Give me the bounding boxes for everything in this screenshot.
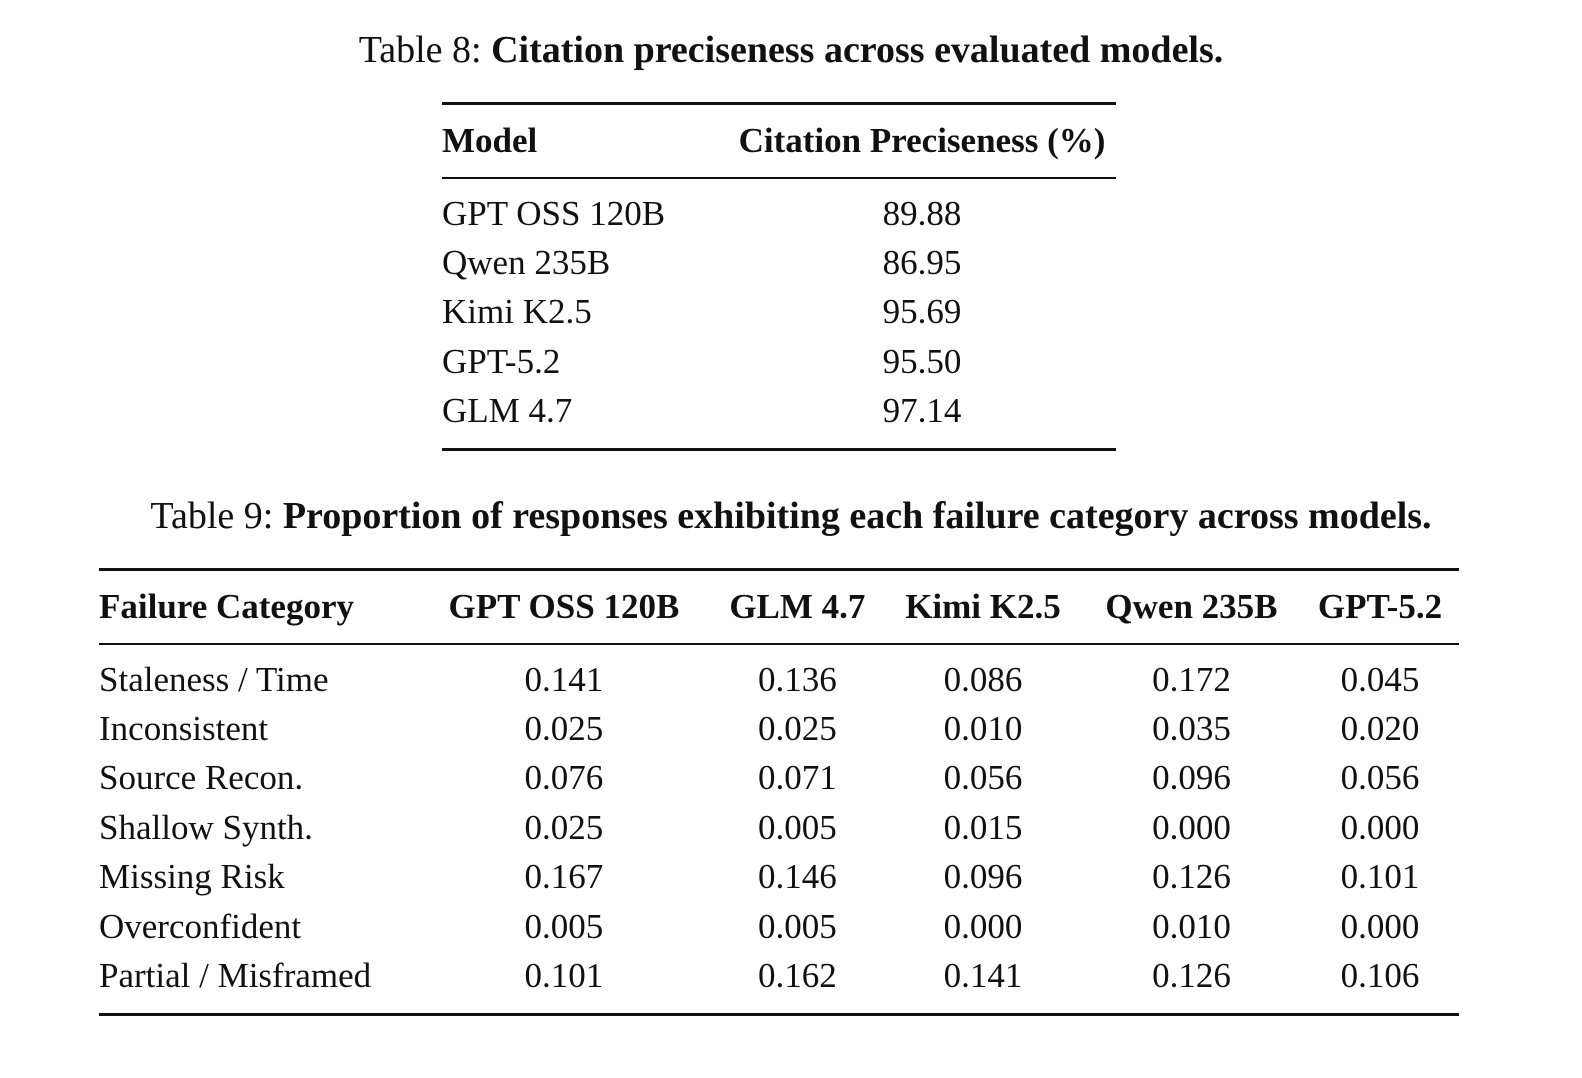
proportion-value: 0.167: [524, 857, 604, 897]
failure-category: Partial / Misframed: [99, 956, 372, 996]
citation-preciseness-table: Model Citation Preciseness (%) GPT OSS 1…: [442, 102, 1116, 451]
proportion-value: 0.000: [1152, 807, 1231, 847]
proportion-value: 0.020: [1340, 709, 1420, 749]
preciseness-value: 86.95: [882, 243, 962, 283]
proportion-value: 0.010: [943, 709, 1023, 749]
preciseness-value: 95.69: [882, 292, 962, 332]
proportion-value: 0.096: [943, 857, 1023, 897]
proportion-value: 0.025: [524, 709, 604, 749]
proportion-value: 0.096: [1152, 758, 1231, 798]
table-row: Shallow Synth. 0.025 0.005 0.015 0.000 0…: [99, 803, 1459, 852]
table9-label: Table 9:: [150, 495, 274, 537]
model-name: Qwen 235B: [442, 243, 611, 283]
failure-category: Source Recon.: [99, 758, 304, 798]
failure-category: Overconfident: [99, 906, 302, 946]
model-name: GPT-5.2: [442, 341, 561, 381]
proportion-value: 0.025: [524, 807, 604, 847]
failure-category: Shallow Synth.: [99, 807, 313, 847]
proportion-value: 0.015: [943, 807, 1023, 847]
proportion-value: 0.101: [1340, 857, 1420, 897]
proportion-value: 0.000: [1340, 807, 1420, 847]
model-name: GPT OSS 120B: [442, 193, 666, 233]
table-row: Partial / Misframed 0.101 0.162 0.141 0.…: [99, 951, 1459, 1014]
proportion-value: 0.025: [758, 709, 837, 749]
table9-header-model: Kimi K2.5: [883, 569, 1082, 645]
table9-title: Proportion of responses exhibiting each …: [282, 495, 1432, 537]
table-row: Missing Risk 0.167 0.146 0.096 0.126 0.1…: [99, 853, 1459, 902]
proportion-value: 0.005: [758, 807, 837, 847]
proportion-value: 0.101: [524, 956, 604, 996]
proportion-value: 0.126: [1152, 956, 1231, 996]
proportion-value: 0.045: [1340, 659, 1420, 699]
table-row: GPT OSS 120B 89.88: [442, 178, 1116, 238]
table8-header-model: Model: [442, 103, 728, 179]
proportion-value: 0.172: [1152, 659, 1231, 699]
proportion-value: 0.000: [943, 906, 1023, 946]
table9-caption: Table 9: Proportion of responses exhibit…: [0, 494, 1582, 538]
table-row: Overconfident 0.005 0.005 0.000 0.010 0.…: [99, 902, 1459, 951]
table9-header-model: Qwen 235B: [1081, 569, 1301, 645]
proportion-value: 0.005: [758, 906, 837, 946]
proportion-value: 0.086: [943, 659, 1023, 699]
table8-caption: Table 8: Citation preciseness across eva…: [0, 28, 1582, 72]
table9-header-category: Failure Category: [99, 569, 417, 645]
preciseness-value: 95.50: [882, 341, 962, 381]
proportion-value: 0.056: [943, 758, 1023, 798]
proportion-value: 0.071: [758, 758, 837, 798]
proportion-value: 0.000: [1340, 906, 1420, 946]
table-row: Inconsistent 0.025 0.025 0.010 0.035 0.0…: [99, 704, 1459, 753]
table8-header-preciseness: Citation Preciseness (%): [728, 103, 1116, 179]
proportion-value: 0.076: [524, 758, 604, 798]
table9-header-model: GLM 4.7: [710, 569, 884, 645]
proportion-value: 0.056: [1340, 758, 1420, 798]
failure-category: Missing Risk: [99, 857, 285, 897]
table-row: Qwen 235B 86.95: [442, 238, 1116, 287]
model-name: GLM 4.7: [442, 391, 573, 431]
preciseness-value: 89.88: [882, 193, 962, 233]
failure-category-table: Failure Category GPT OSS 120B GLM 4.7 Ki…: [99, 568, 1459, 1016]
table9-header-model: GPT-5.2: [1300, 569, 1459, 645]
table-row: GLM 4.7 97.14: [442, 387, 1116, 450]
table9-header-model: GPT OSS 120B: [417, 569, 711, 645]
preciseness-value: 97.14: [882, 391, 962, 431]
proportion-value: 0.162: [758, 956, 837, 996]
proportion-value: 0.035: [1152, 709, 1231, 749]
proportion-value: 0.005: [524, 906, 604, 946]
table8-title: Citation preciseness across evaluated mo…: [491, 29, 1224, 71]
proportion-value: 0.106: [1340, 956, 1420, 996]
proportion-value: 0.141: [943, 956, 1023, 996]
proportion-value: 0.146: [758, 857, 837, 897]
table8-label: Table 8:: [358, 29, 482, 71]
proportion-value: 0.126: [1152, 857, 1231, 897]
table-row: Staleness / Time 0.141 0.136 0.086 0.172…: [99, 644, 1459, 704]
table-row: Source Recon. 0.076 0.071 0.056 0.096 0.…: [99, 754, 1459, 803]
failure-category: Staleness / Time: [99, 659, 329, 699]
proportion-value: 0.010: [1152, 906, 1231, 946]
table-row: GPT-5.2 95.50: [442, 337, 1116, 386]
table9-header-row: Failure Category GPT OSS 120B GLM 4.7 Ki…: [99, 569, 1459, 645]
proportion-value: 0.136: [758, 659, 837, 699]
table-row: Kimi K2.5 95.69: [442, 288, 1116, 337]
failure-category: Inconsistent: [99, 709, 269, 749]
model-name: Kimi K2.5: [442, 292, 592, 332]
proportion-value: 0.141: [524, 659, 604, 699]
table8-header-row: Model Citation Preciseness (%): [442, 103, 1116, 179]
